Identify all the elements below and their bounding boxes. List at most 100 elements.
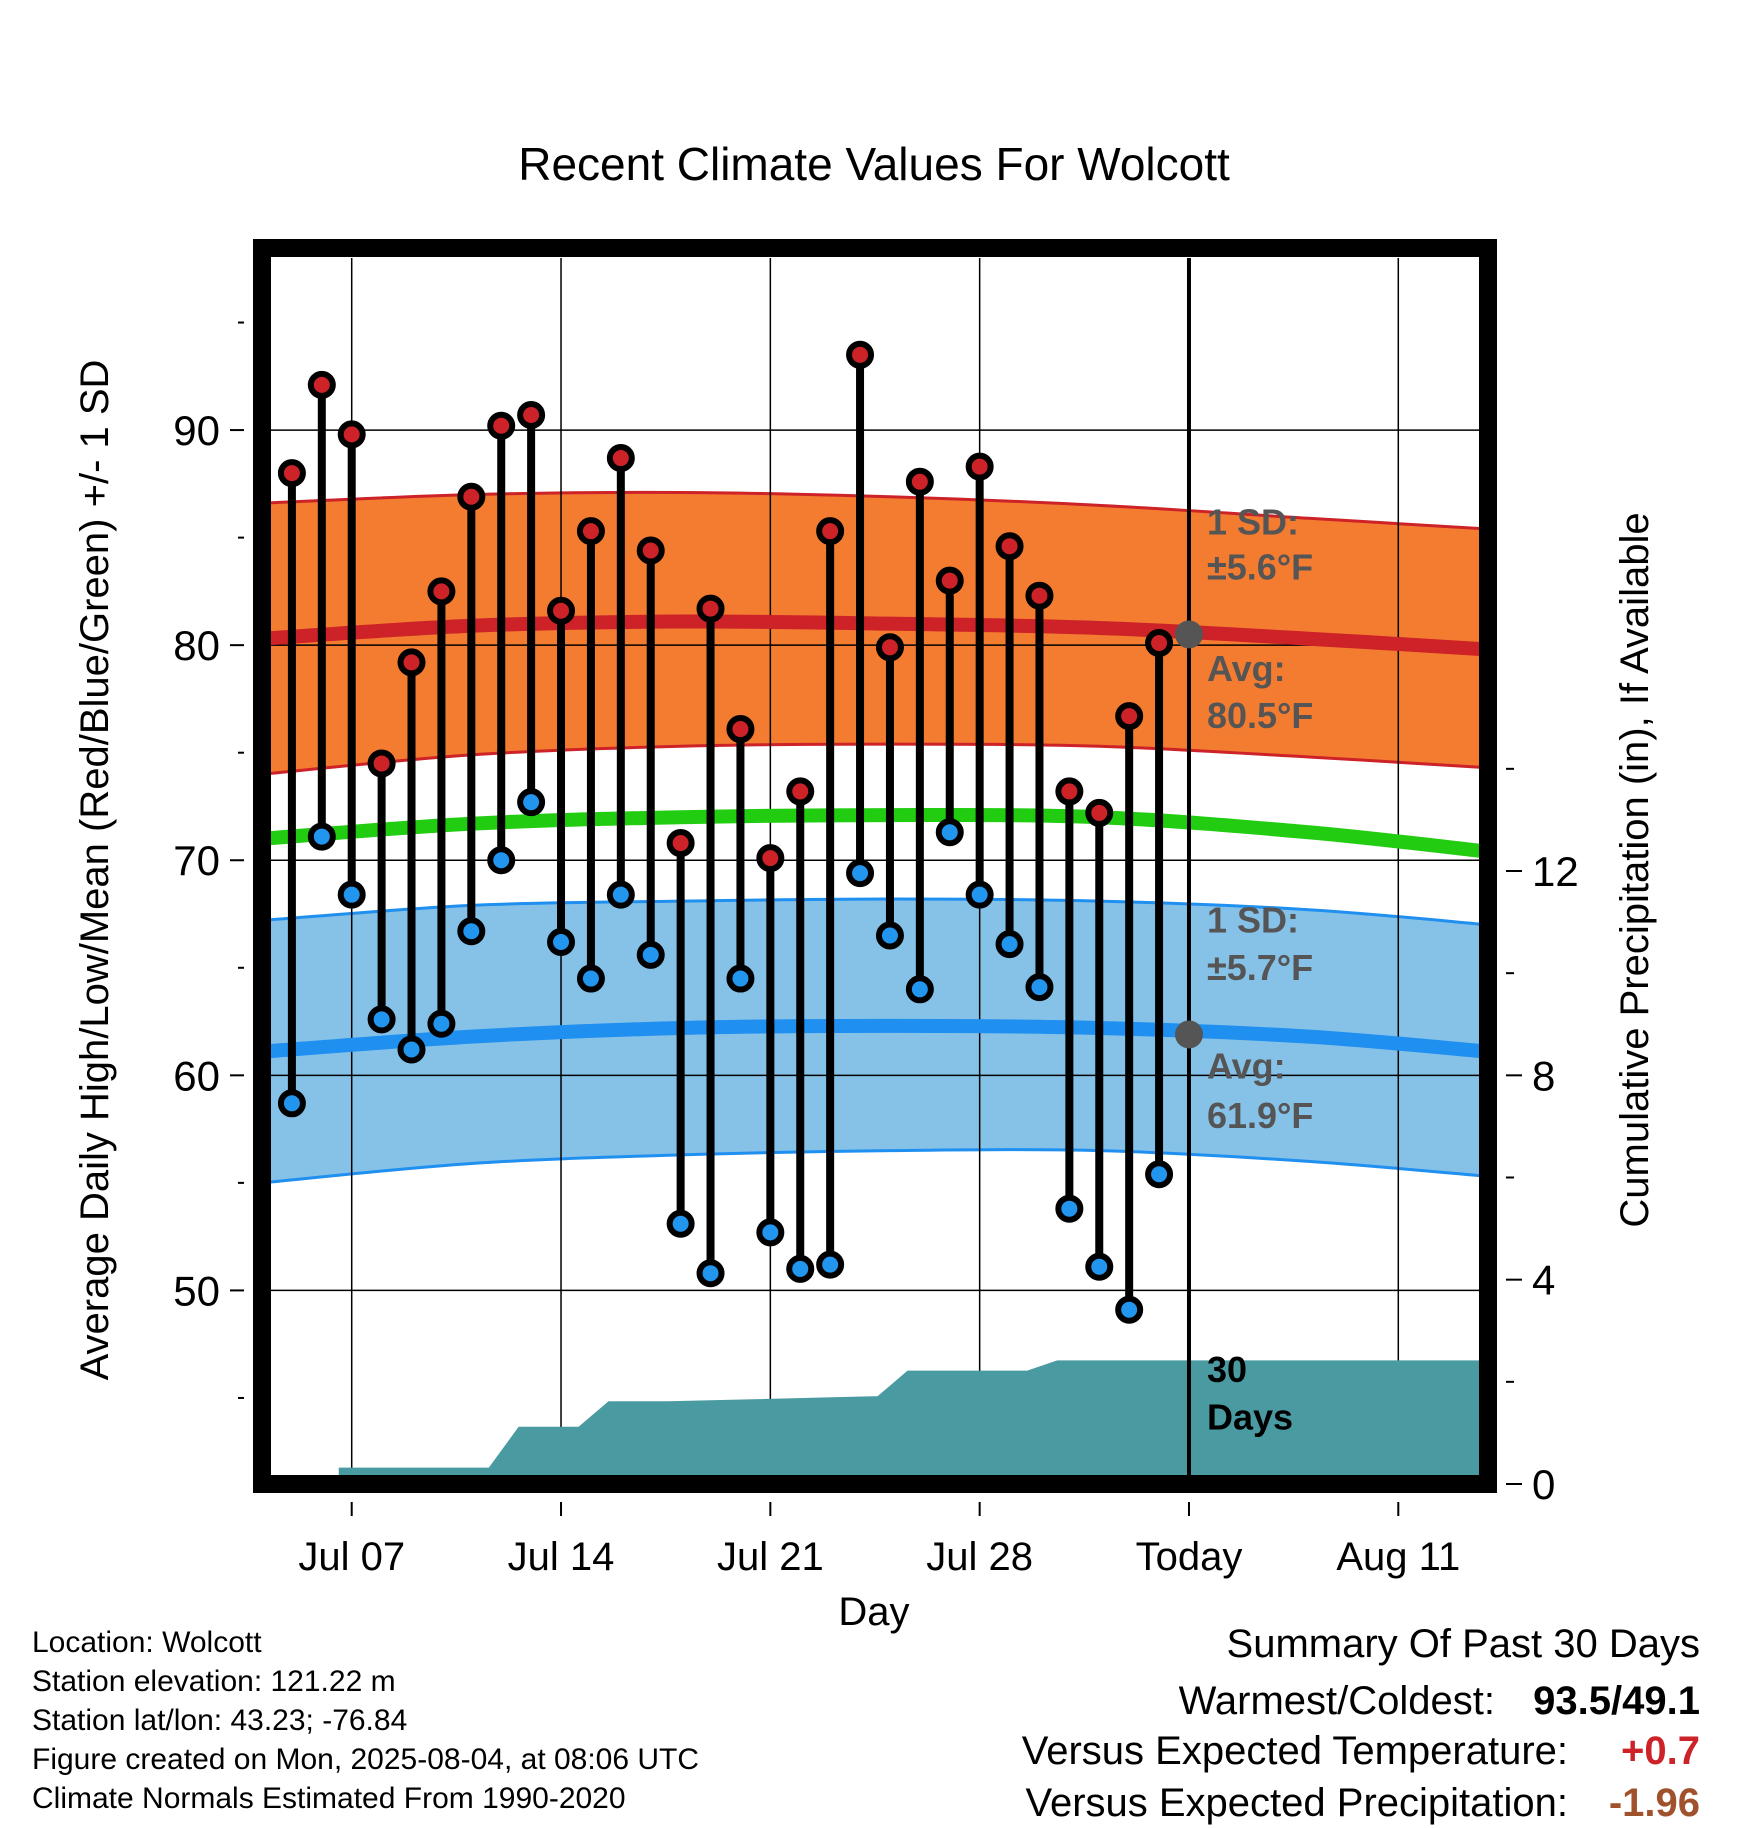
- daily-low-point: [786, 1254, 815, 1283]
- plot-frame: [253, 239, 1497, 1493]
- chart-title: Recent Climate Values For Wolcott: [518, 138, 1230, 190]
- avg-mean-line: [262, 807, 1488, 859]
- daily-low-point: [337, 880, 366, 909]
- daily-high-point: [696, 594, 725, 623]
- daily-low-point: [487, 846, 516, 875]
- daily-high-point: [277, 459, 306, 488]
- summary-warm-cold-value: 93.5/49.1: [1533, 1679, 1700, 1723]
- daily-low-point: [547, 927, 576, 956]
- daily-high-point: [965, 452, 994, 481]
- daily-low-point: [277, 1089, 306, 1118]
- footer-elevation: Station elevation: 121.22 m: [32, 1665, 396, 1698]
- daily-low-point: [517, 788, 546, 817]
- y-tick-label: 90: [173, 407, 220, 454]
- high-sd-value: ±5.6°F: [1207, 547, 1313, 588]
- y-tick-label: 70: [173, 837, 220, 884]
- x-tick-label: Jul 28: [926, 1535, 1033, 1579]
- daily-high-point: [307, 370, 336, 399]
- daily-low-point: [696, 1259, 725, 1288]
- x-tick-label: Today: [1136, 1535, 1243, 1579]
- daily-low-point: [995, 930, 1024, 959]
- daily-low-point: [1025, 973, 1054, 1002]
- y-tick-label: 50: [173, 1267, 220, 1314]
- y2-tick-label: 4: [1532, 1257, 1555, 1304]
- footer-created: Figure created on Mon, 2025-08-04, at 08…: [32, 1743, 699, 1776]
- daily-low-point: [307, 822, 336, 851]
- daily-high-point: [1085, 798, 1114, 827]
- daily-high-point: [756, 844, 785, 873]
- daily-high-point: [517, 401, 546, 430]
- summary-temp-value: +0.7: [1621, 1729, 1700, 1773]
- daily-high-point: [666, 829, 695, 858]
- daily-low-point: [935, 818, 964, 847]
- daily-high-point: [606, 444, 635, 473]
- daily-high-point: [457, 482, 486, 511]
- x-tick-label: Jul 07: [298, 1535, 405, 1579]
- low-sd-lower-edge: [262, 1148, 1488, 1185]
- daily-high-point: [636, 536, 665, 565]
- daily-low-point: [427, 1009, 456, 1038]
- summary-precip-value: -1.96: [1609, 1781, 1700, 1825]
- daily-high-point: [995, 532, 1024, 561]
- summary-title: Summary Of Past 30 Days: [1227, 1622, 1700, 1666]
- daily-high-point: [547, 596, 576, 625]
- daily-low-point: [756, 1218, 785, 1247]
- avg-low-line: [262, 1018, 1488, 1059]
- footer-info: Location: Wolcott Station elevation: 121…: [32, 1626, 699, 1815]
- x-tick-label: Jul 21: [717, 1535, 824, 1579]
- summary-precip-label: Versus Expected Precipitation:: [1025, 1781, 1568, 1825]
- y2-tick-label: 12: [1532, 848, 1579, 895]
- daily-high-point: [367, 749, 396, 778]
- daily-high-point: [846, 340, 875, 369]
- y2-tick-label: 8: [1532, 1052, 1555, 1099]
- daily-high-point: [1115, 702, 1144, 731]
- x-axis-label: Day: [838, 1590, 909, 1634]
- x-tick-label: Aug 11: [1336, 1535, 1460, 1579]
- daily-low-point: [816, 1250, 845, 1279]
- high-avg-value: 80.5°F: [1207, 695, 1313, 736]
- daily-high-point: [786, 777, 815, 806]
- daily-low-point: [1055, 1194, 1084, 1223]
- high-avg-label: Avg:: [1207, 648, 1286, 689]
- daily-high-point: [397, 648, 426, 677]
- daily-high-point: [726, 715, 755, 744]
- daily-low-point: [397, 1035, 426, 1064]
- daily-high-point: [905, 467, 934, 496]
- summary-warm-cold-label: Warmest/Coldest:: [1179, 1679, 1495, 1723]
- summary-panel: Summary Of Past 30 Days Warmest/Coldest:…: [1022, 1622, 1700, 1825]
- daily-low-point: [367, 1005, 396, 1034]
- daily-high-point: [935, 566, 964, 595]
- daily-low-point: [576, 964, 605, 993]
- daily-high-point: [487, 411, 516, 440]
- daily-low-point: [636, 940, 665, 969]
- daily-high-point: [1025, 581, 1054, 610]
- daily-low-point: [905, 975, 934, 1004]
- low-sd-value: ±5.7°F: [1207, 947, 1313, 988]
- high-sd-label: 1 SD:: [1207, 502, 1299, 543]
- y-axis-label: Average Daily High/Low/Mean (Red/Blue/Gr…: [73, 360, 117, 1381]
- high-sd-band: [262, 492, 1488, 775]
- daily-high-point: [576, 517, 605, 546]
- daily-high-point: [337, 420, 366, 449]
- daily-low-point: [457, 917, 486, 946]
- daily-low-point: [726, 964, 755, 993]
- daily-low-point: [1145, 1160, 1174, 1189]
- low-avg-label: Avg:: [1207, 1046, 1286, 1087]
- daily-low-point: [846, 859, 875, 888]
- daily-high-point: [1145, 629, 1174, 658]
- low-sd-label: 1 SD:: [1207, 899, 1299, 940]
- y2-axis-label: Cumulative Precipitation (in), If Availa…: [1613, 512, 1657, 1227]
- low-avg-value: 61.9°F: [1207, 1095, 1313, 1136]
- today-low-marker: [1174, 1020, 1203, 1049]
- precip-area: [262, 1360, 1488, 1484]
- y2-tick-label: 0: [1532, 1461, 1555, 1508]
- daily-low-point: [1085, 1252, 1114, 1281]
- footer-normals: Climate Normals Estimated From 1990-2020: [32, 1782, 626, 1815]
- footer-latlon: Station lat/lon: 43.23; -76.84: [32, 1704, 407, 1737]
- days-count-label: 30: [1207, 1349, 1247, 1390]
- daily-high-point: [816, 517, 845, 546]
- days-word-label: Days: [1207, 1396, 1293, 1437]
- daily-low-point: [965, 880, 994, 909]
